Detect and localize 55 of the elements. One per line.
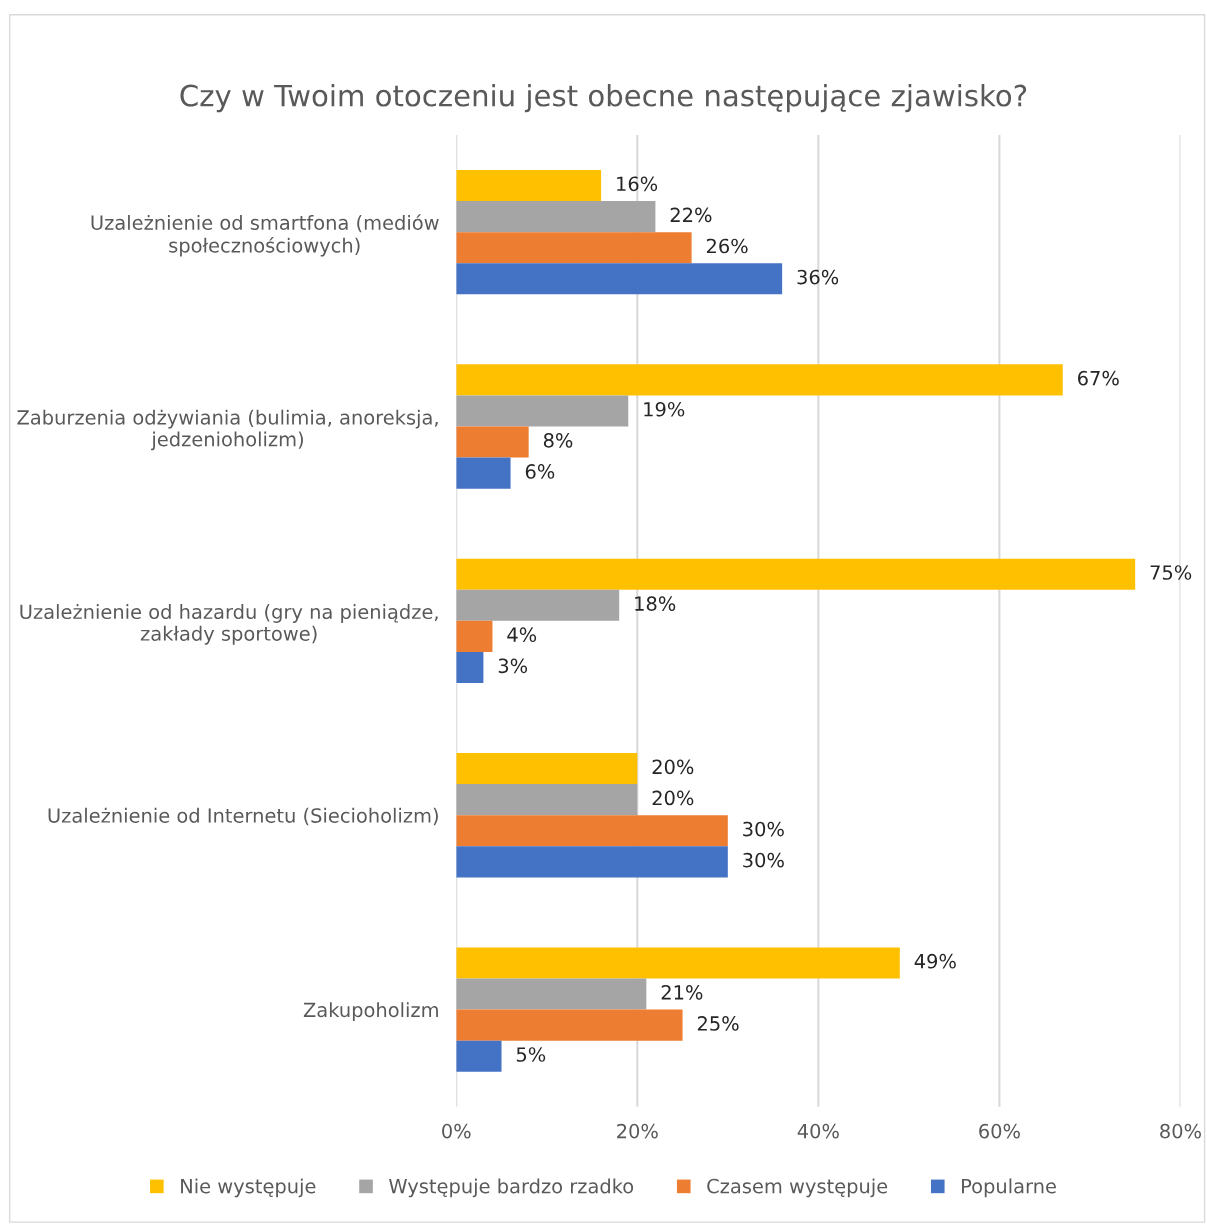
data-label: 36% — [797, 269, 839, 285]
bar — [456, 589, 620, 621]
data-label: 5% — [516, 1047, 546, 1062]
chart-title: Czy w Twoim otoczeniu jest obecne następujące zjawisko? — [180, 84, 1027, 113]
data-label: 22% — [670, 207, 712, 223]
bar — [456, 395, 629, 427]
bar — [456, 558, 1136, 590]
data-label: 4% — [507, 627, 537, 643]
bar — [456, 978, 647, 1010]
legend-label: Popularne — [962, 1178, 1056, 1198]
bar — [456, 201, 656, 233]
bar — [456, 426, 529, 458]
bar — [456, 846, 728, 878]
data-label: 20% — [652, 790, 694, 806]
y-tick-label: Uzależnienie od Internetu (Siecioholizm) — [48, 807, 438, 826]
data-label: 18% — [635, 596, 676, 611]
bar — [456, 457, 511, 489]
bar — [456, 364, 1063, 396]
y-tick-label: Zakupoholizm — [303, 1002, 438, 1022]
x-tick-label: 60% — [979, 1123, 1020, 1139]
bar — [456, 753, 638, 785]
bar — [456, 651, 484, 684]
x-tick-label: 20% — [617, 1123, 658, 1139]
data-label: 30% — [743, 821, 784, 837]
data-label: 25% — [697, 1016, 739, 1031]
x-tick-label: 40% — [797, 1123, 839, 1139]
data-label: 21% — [661, 984, 703, 1000]
bar — [456, 815, 728, 847]
data-label: 26% — [706, 238, 748, 254]
data-label: 30% — [743, 852, 784, 868]
data-label: 20% — [652, 759, 694, 775]
data-label: 19% — [644, 401, 685, 417]
x-tick-label: 80% — [1160, 1123, 1201, 1139]
legend-label: Nie występuje — [181, 1178, 316, 1198]
x-tick-label: 0% — [442, 1123, 471, 1139]
bar — [456, 263, 783, 295]
data-label: 49% — [914, 953, 956, 969]
legend-label: Występuje bardzo rzadko — [389, 1178, 634, 1198]
bar — [456, 784, 638, 816]
data-label: 75% — [1150, 565, 1192, 580]
data-label: 8% — [543, 432, 573, 448]
bar — [456, 1009, 683, 1041]
y-tick-label: Uzależnienie od smartfona (mediów społecznościowych) — [91, 214, 439, 257]
y-tick-label: Zaburzenia odżywiania (bulimia, anoreksja, jedzenioholizm) — [17, 409, 438, 451]
data-label: 67% — [1078, 370, 1119, 386]
bar — [456, 620, 493, 652]
y-tick-label: Uzależnienie od hazardu (gry na pieniądze, zakłady sportowe) — [20, 604, 438, 645]
data-label: 6% — [525, 464, 555, 479]
legend-label: Czasem występuje — [707, 1178, 888, 1198]
data-label: 16% — [617, 176, 658, 192]
bar — [456, 169, 602, 202]
data-label: 3% — [498, 658, 528, 674]
bar — [456, 947, 900, 979]
bar — [456, 1040, 502, 1072]
bar — [456, 232, 692, 264]
